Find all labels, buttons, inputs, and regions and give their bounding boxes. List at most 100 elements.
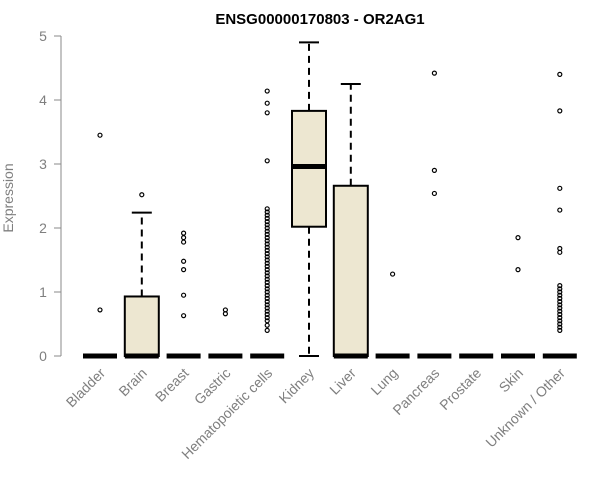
outlier-point <box>264 327 270 333</box>
outlier-point <box>264 158 270 164</box>
outlier-point <box>557 302 563 308</box>
outlier-point <box>557 324 563 330</box>
outlier-point <box>557 286 563 292</box>
box-group <box>542 71 577 359</box>
box-group <box>332 83 369 359</box>
outlier-point <box>557 71 563 78</box>
outlier-point <box>181 258 187 264</box>
outlier-point <box>557 318 563 324</box>
outlier-point <box>264 311 270 317</box>
x-tick-label: Lung <box>367 365 400 398</box>
outlier-point <box>557 108 563 114</box>
outlier-point <box>264 241 270 247</box>
x-tick-label: Prostate <box>436 365 484 413</box>
outlier-point <box>181 267 187 273</box>
outlier-point <box>264 263 270 269</box>
outlier-point <box>264 225 270 231</box>
outlier-point <box>264 292 270 298</box>
outlier-point <box>557 295 563 301</box>
outlier-point <box>264 308 270 314</box>
box-group <box>291 41 327 357</box>
y-tick-label: 2 <box>39 220 47 236</box>
outlier-point <box>264 289 270 295</box>
box-iqr <box>332 184 369 357</box>
box-group <box>123 192 160 359</box>
outlier-point <box>264 273 270 279</box>
outlier-point <box>431 190 437 197</box>
outlier-point <box>557 299 563 305</box>
outlier-point <box>264 267 270 273</box>
outlier-point <box>222 311 228 317</box>
outlier-point <box>557 315 563 321</box>
outlier-point <box>264 276 270 282</box>
outlier-point <box>264 279 270 285</box>
outlier-point <box>557 249 563 255</box>
boxes-layer <box>83 41 577 359</box>
x-tick-label: Skin <box>496 365 527 396</box>
outlier-point <box>264 315 270 321</box>
outlier-point <box>264 322 270 328</box>
outlier-point <box>390 271 396 277</box>
outlier-point <box>264 254 270 260</box>
outlier-point <box>264 295 270 301</box>
outlier-point <box>264 247 270 253</box>
x-tick-label: Breast <box>152 365 192 405</box>
x-tick-label: Bladder <box>63 365 109 411</box>
y-tick-label: 3 <box>39 156 47 172</box>
outlier-point <box>264 215 270 221</box>
outlier-point <box>181 313 187 319</box>
outlier-point <box>264 244 270 250</box>
outlier-point <box>264 100 270 106</box>
outlier-point <box>264 209 270 215</box>
y-axis-label: Expression <box>0 163 16 232</box>
outlier-point <box>181 230 187 236</box>
outlier-point <box>264 302 270 308</box>
outlier-point <box>557 311 563 317</box>
y-tick-label: 5 <box>39 28 47 44</box>
outlier-point <box>264 260 270 266</box>
x-tick-label: Liver <box>326 365 359 398</box>
outlier-point <box>557 321 563 327</box>
chart-title: ENSG00000170803 - OR2AG1 <box>215 11 424 28</box>
box-group <box>375 271 410 359</box>
outlier-point <box>431 167 437 173</box>
outlier-point <box>264 231 270 237</box>
outlier-point <box>181 235 187 241</box>
outlier-point <box>264 228 270 234</box>
x-tick-label: Kidney <box>276 365 318 407</box>
outlier-point <box>264 235 270 241</box>
outlier-point <box>515 267 521 273</box>
y-tick-label: 4 <box>39 92 47 108</box>
outlier-point <box>264 110 270 116</box>
outlier-point <box>557 308 563 314</box>
outlier-point <box>557 283 563 289</box>
x-tick-label: Brain <box>115 365 149 399</box>
outlier-point <box>264 222 270 228</box>
outlier-point <box>264 305 270 311</box>
outlier-point <box>515 235 521 241</box>
box-group <box>501 235 535 359</box>
outlier-point <box>264 286 270 292</box>
outlier-point <box>97 132 103 138</box>
box-group <box>83 132 117 359</box>
outlier-point <box>431 70 437 76</box>
outlier-point <box>264 212 270 218</box>
outlier-point <box>97 307 103 313</box>
outlier-point <box>264 219 270 225</box>
y-axis: 0 1 2 3 4 5 <box>39 28 62 364</box>
x-tick-label: Unknown / Other <box>482 365 568 451</box>
box-iqr <box>123 295 160 358</box>
outlier-point <box>264 251 270 257</box>
outlier-point <box>264 238 270 244</box>
outlier-point <box>264 88 270 94</box>
outlier-point <box>557 327 563 333</box>
y-tick-label: 1 <box>39 284 47 300</box>
box-group <box>417 70 452 359</box>
outlier-point <box>557 292 563 298</box>
outlier-point <box>557 289 563 295</box>
box-group <box>208 307 243 359</box>
outlier-point <box>264 283 270 289</box>
